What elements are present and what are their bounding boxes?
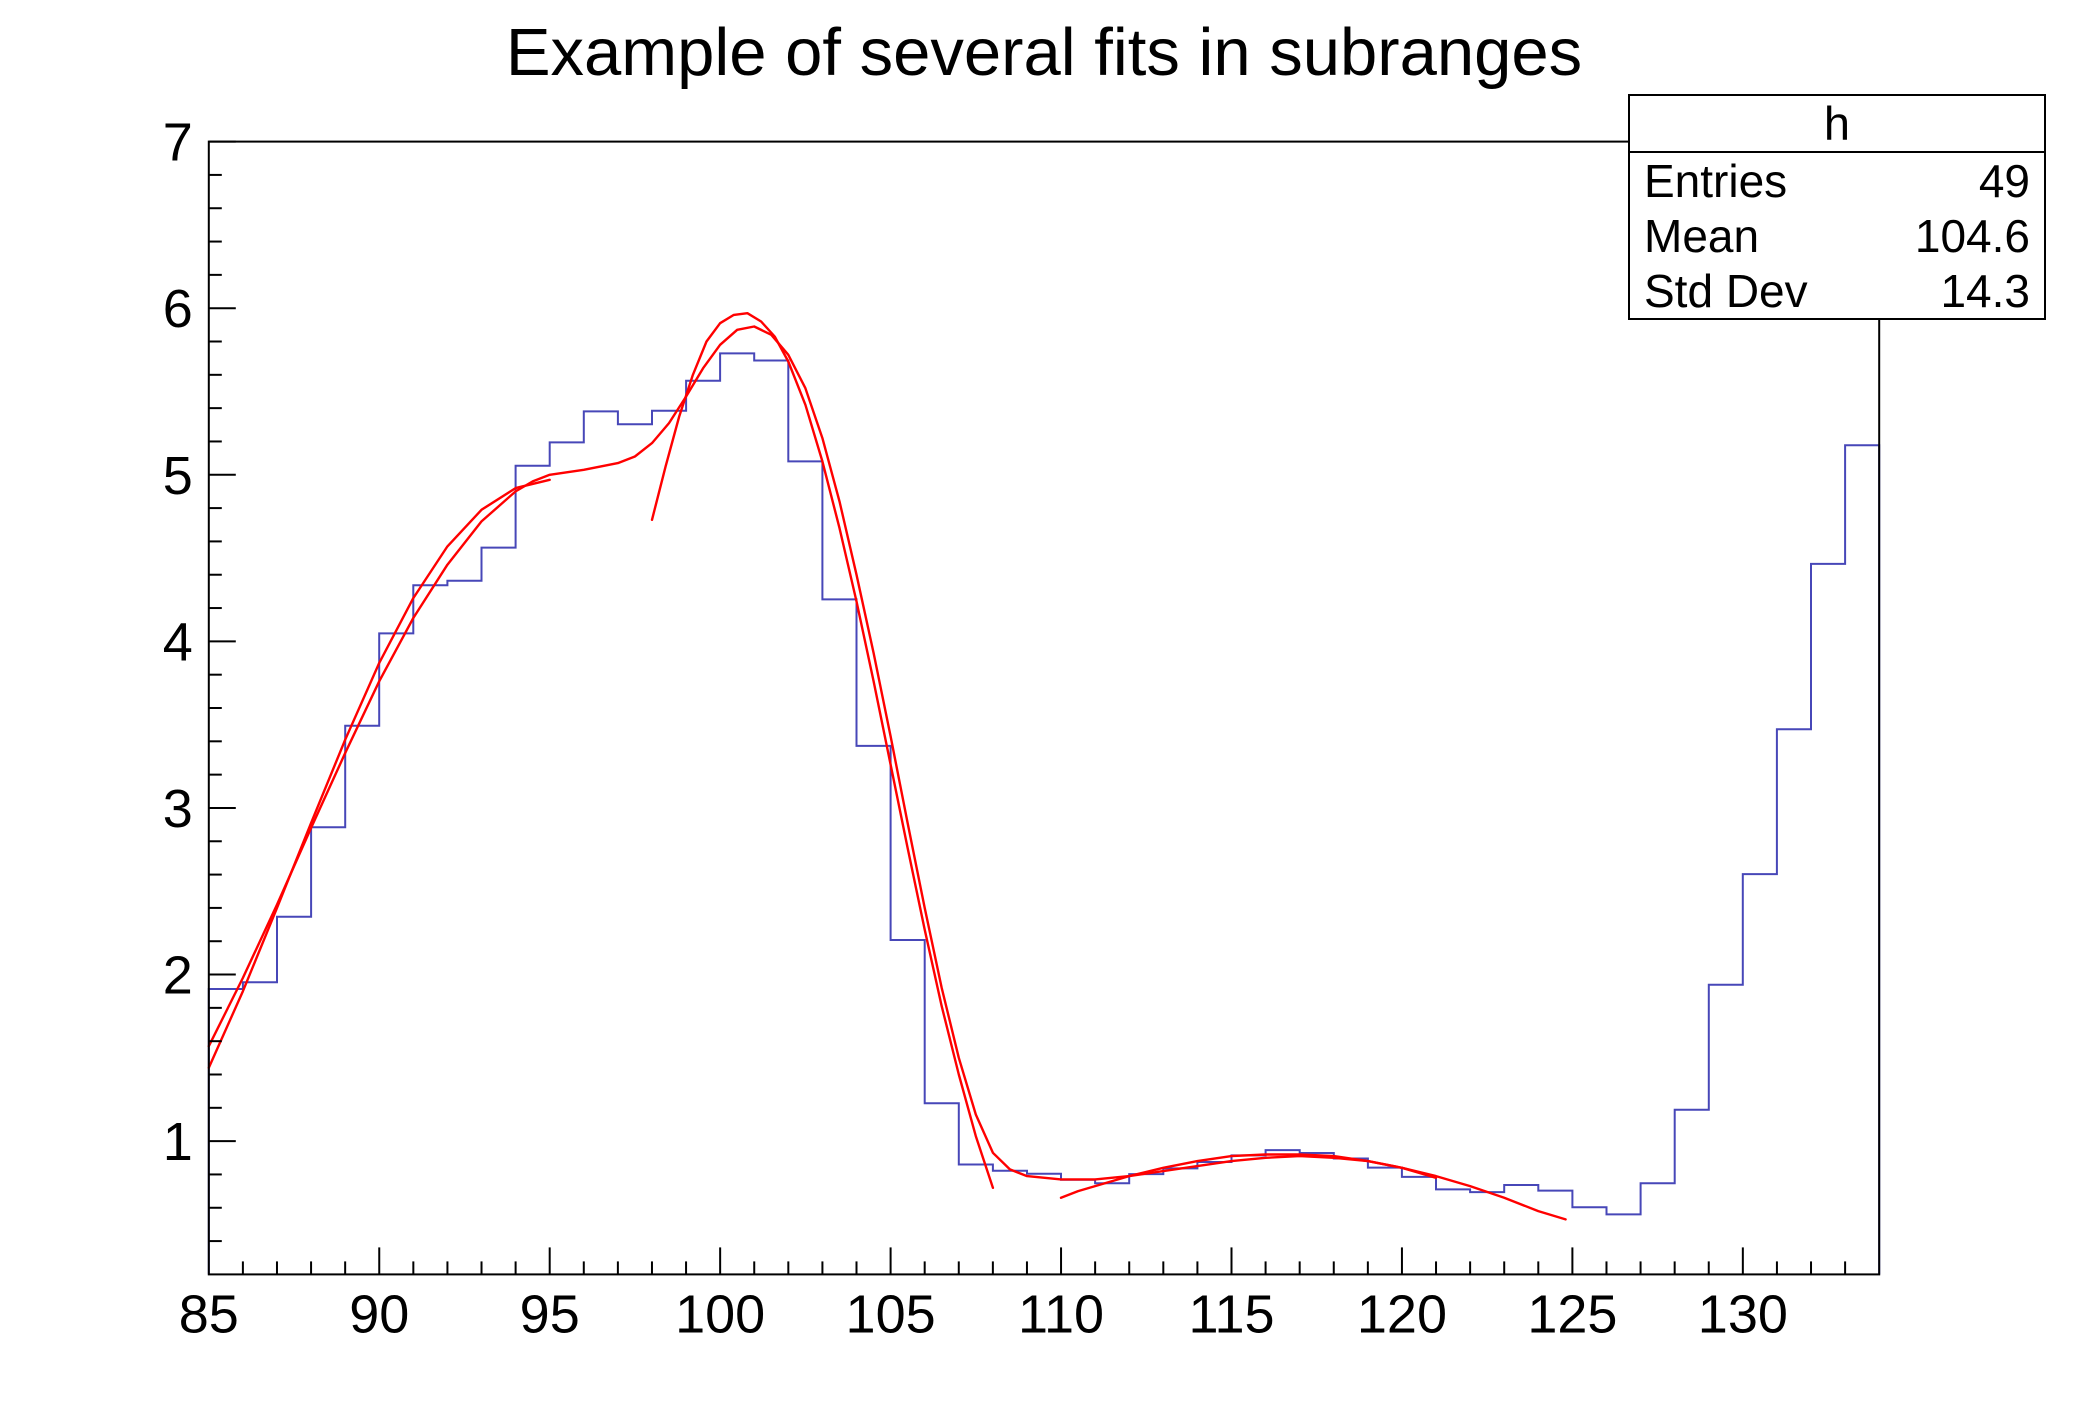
fit-curve-g3: [1059, 1153, 1438, 1200]
fit-curve-g1: [207, 478, 551, 1070]
stats-stddev-label: Std Dev: [1644, 264, 1808, 317]
fit-curve-g2: [650, 312, 995, 1190]
y-axis-label: 5: [163, 446, 193, 506]
y-axis-label: 2: [163, 946, 193, 1006]
x-axis-label: 90: [349, 1284, 409, 1344]
fit-curve-total: [207, 325, 1567, 1221]
stats-row-entries: Entries 49: [1630, 153, 2044, 208]
stats-row-mean: Mean 104.6: [1630, 208, 2044, 263]
stats-box: h Entries 49 Mean 104.6 Std Dev 14.3: [1628, 94, 2046, 320]
histogram-line: [207, 352, 1881, 1275]
y-axis-label: 6: [163, 279, 193, 339]
stats-mean-value: 104.6: [1914, 209, 2030, 262]
x-axis-label: 125: [1527, 1284, 1617, 1344]
stats-entries-value: 49: [1978, 154, 2030, 207]
x-axis-label: 95: [520, 1284, 580, 1344]
page-title: Example of several fits in subranges: [505, 15, 1583, 90]
stats-stddev-value: 14.3: [1940, 264, 2030, 317]
x-axis-label: 110: [1018, 1284, 1104, 1344]
y-axis-label: 4: [163, 612, 193, 672]
x-axis-label: 100: [675, 1284, 765, 1344]
y-axis-label: 3: [163, 779, 193, 839]
x-axis-label: 85: [179, 1284, 239, 1344]
y-axis-label: 1: [163, 1112, 193, 1172]
x-axis-label: 130: [1698, 1284, 1788, 1344]
y-axis-label: 7: [163, 113, 193, 173]
stats-box-title: h: [1630, 96, 2044, 153]
stats-entries-label: Entries: [1644, 154, 1788, 207]
stats-row-stddev: Std Dev 14.3: [1630, 263, 2044, 318]
stats-mean-label: Mean: [1644, 209, 1760, 262]
x-axis-label: 120: [1357, 1284, 1447, 1344]
x-axis-label: 115: [1188, 1284, 1274, 1344]
x-axis-label: 105: [846, 1284, 936, 1344]
